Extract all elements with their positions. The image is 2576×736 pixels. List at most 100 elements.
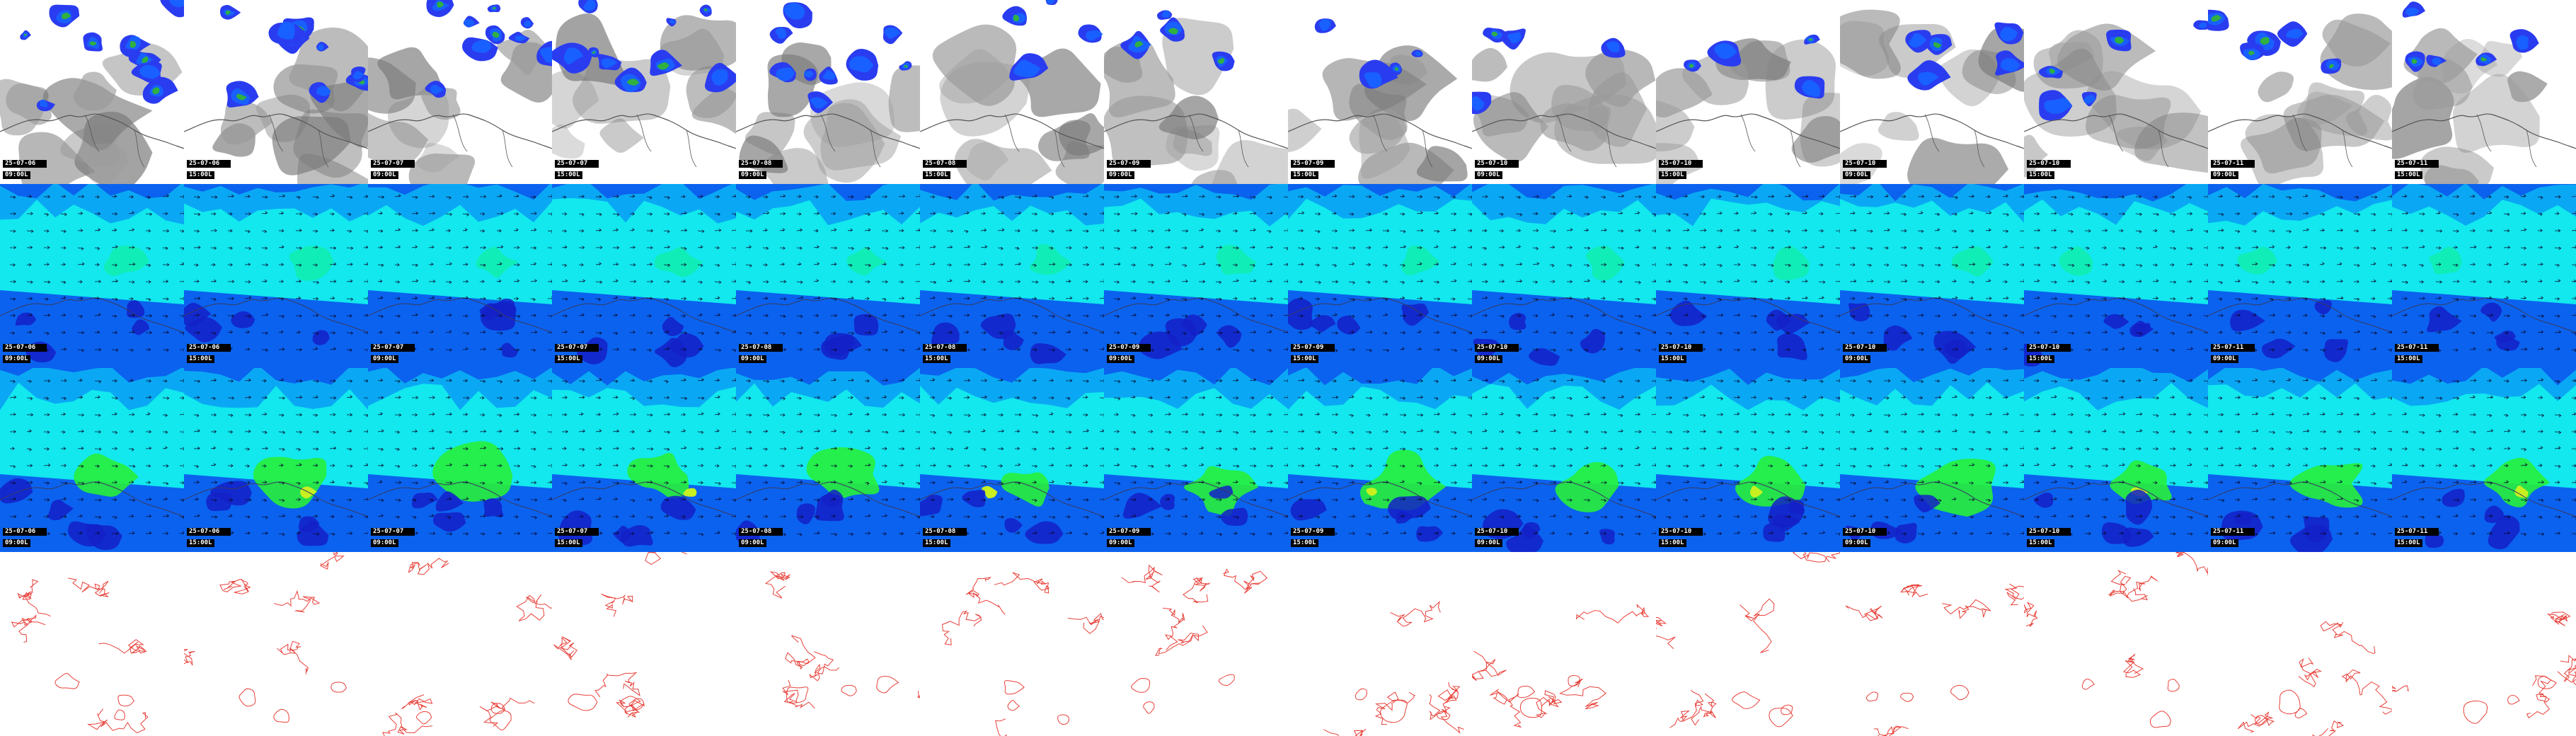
frame-time-label: 15:00L (2395, 539, 2422, 547)
frame-time-label: 09:00L (2211, 355, 2238, 363)
frame-time-label: 09:00L (1107, 355, 1134, 363)
wind-field-low-panel: 25-07-10 09:00L (1472, 184, 1656, 368)
contour-map (2024, 552, 2208, 736)
contour-panel (2208, 552, 2392, 736)
frame-date-label: 25-07-08 (923, 160, 967, 168)
cloud-precip-panel: 25-07-09 15:00L (1288, 0, 1472, 184)
contour-map (920, 552, 1104, 736)
cloud-precip-panel: 25-07-10 09:00L (1472, 0, 1656, 184)
wind-field-high-panel: 25-07-10 15:00L (1656, 368, 1840, 552)
frame-time-label: 15:00L (555, 171, 582, 179)
wind-field-low-panel: 25-07-10 15:00L (2024, 184, 2208, 368)
wind-field-high-map (2024, 368, 2208, 552)
cloud-precip-panel: 25-07-07 15:00L (552, 0, 736, 184)
contour-map (1288, 552, 1472, 736)
contour-panel (552, 552, 736, 736)
frame-time-label: 09:00L (739, 539, 766, 547)
frame-date-label: 25-07-10 (1659, 344, 1703, 352)
wind-field-low-panel: 25-07-07 09:00L (368, 184, 552, 368)
wind-field-high-map (184, 368, 368, 552)
wind-field-low-map (920, 184, 1104, 368)
wind-field-high-map (1656, 368, 1840, 552)
wind-field-low-panel: 25-07-11 09:00L (2208, 184, 2392, 368)
cloud-precip-map (1472, 0, 1656, 184)
frame-date-label: 25-07-11 (2211, 160, 2255, 168)
cloud-precip-map (1288, 0, 1472, 184)
frame-date-label: 25-07-11 (2395, 160, 2439, 168)
frame-time-label: 09:00L (1843, 539, 1870, 547)
wind-field-high-panel: 25-07-08 15:00L (920, 368, 1104, 552)
frame-date-label: 25-07-10 (1475, 528, 1519, 536)
contour-map (2392, 552, 2576, 736)
frame-date-label: 25-07-10 (2027, 344, 2071, 352)
contour-panel (1840, 552, 2024, 736)
contour-panel (2024, 552, 2208, 736)
frame-time-label: 15:00L (923, 355, 950, 363)
contour-panel (184, 552, 368, 736)
frame-date-label: 25-07-06 (3, 160, 47, 168)
wind-field-high-panel: 25-07-08 09:00L (736, 368, 920, 552)
frame-time-label: 15:00L (923, 539, 950, 547)
cloud-precip-map (2392, 0, 2576, 184)
frame-date-label: 25-07-10 (1843, 344, 1887, 352)
contour-panel (1472, 552, 1656, 736)
frame-time-label: 15:00L (2027, 171, 2054, 179)
contour-panel (920, 552, 1104, 736)
cloud-precip-panel: 25-07-07 09:00L (368, 0, 552, 184)
wind-field-low-panel: 25-07-07 15:00L (552, 184, 736, 368)
wind-field-low-panel: 25-07-06 09:00L (0, 184, 184, 368)
frame-date-label: 25-07-09 (1107, 160, 1151, 168)
frame-time-label: 15:00L (2395, 171, 2422, 179)
wind-field-low-panel: 25-07-06 15:00L (184, 184, 368, 368)
frame-time-label: 09:00L (1843, 355, 1870, 363)
frame-date-label: 25-07-10 (1843, 160, 1887, 168)
wind-field-low-panel: 25-07-10 09:00L (1840, 184, 2024, 368)
frame-time-label: 09:00L (3, 171, 30, 179)
frame-time-label: 15:00L (187, 171, 214, 179)
wind-field-high-map (1472, 368, 1656, 552)
contour-panel (736, 552, 920, 736)
frame-time-label: 09:00L (1107, 539, 1134, 547)
cloud-precip-map (1656, 0, 1840, 184)
wind-field-low-map (1656, 184, 1840, 368)
frame-date-label: 25-07-06 (3, 528, 47, 536)
frame-date-label: 25-07-06 (187, 344, 231, 352)
contour-panel (0, 552, 184, 736)
cloud-precip-panel: 25-07-10 09:00L (1840, 0, 2024, 184)
frame-time-label: 15:00L (555, 539, 582, 547)
frame-date-label: 25-07-07 (371, 528, 415, 536)
cloud-precip-map (2208, 0, 2392, 184)
wind-field-high-map (2392, 368, 2576, 552)
wind-field-high-map (2208, 368, 2392, 552)
wind-field-low-map (1840, 184, 2024, 368)
frame-date-label: 25-07-11 (2211, 528, 2255, 536)
frame-date-label: 25-07-10 (1659, 528, 1703, 536)
wind-field-low-map (184, 184, 368, 368)
frame-time-label: 09:00L (2211, 539, 2238, 547)
cloud-precip-panel: 25-07-08 09:00L (736, 0, 920, 184)
wind-field-low-panel: 25-07-11 15:00L (2392, 184, 2576, 368)
frame-date-label: 25-07-07 (371, 344, 415, 352)
wind-field-high-panel: 25-07-07 09:00L (368, 368, 552, 552)
frame-date-label: 25-07-07 (555, 344, 599, 352)
frame-time-label: 15:00L (2027, 355, 2054, 363)
frame-date-label: 25-07-11 (2395, 344, 2439, 352)
frame-date-label: 25-07-07 (555, 160, 599, 168)
frame-date-label: 25-07-08 (739, 528, 783, 536)
frame-time-label: 09:00L (739, 355, 766, 363)
cloud-precip-panel: 25-07-10 15:00L (1656, 0, 1840, 184)
wind-field-low-map (1472, 184, 1656, 368)
wind-field-low-map (1104, 184, 1288, 368)
contour-panel (2392, 552, 2576, 736)
wind-field-high-map (0, 368, 184, 552)
wind-field-high-map (1840, 368, 2024, 552)
contour-panel (1288, 552, 1472, 736)
wind-field-low-map (2392, 184, 2576, 368)
frame-date-label: 25-07-06 (3, 344, 47, 352)
frame-time-label: 09:00L (1107, 171, 1134, 179)
frame-date-label: 25-07-09 (1291, 528, 1335, 536)
contour-map (1472, 552, 1656, 736)
wind-field-high-panel: 25-07-06 09:00L (0, 368, 184, 552)
wind-field-high-map (1104, 368, 1288, 552)
cloud-precip-map (368, 0, 552, 184)
